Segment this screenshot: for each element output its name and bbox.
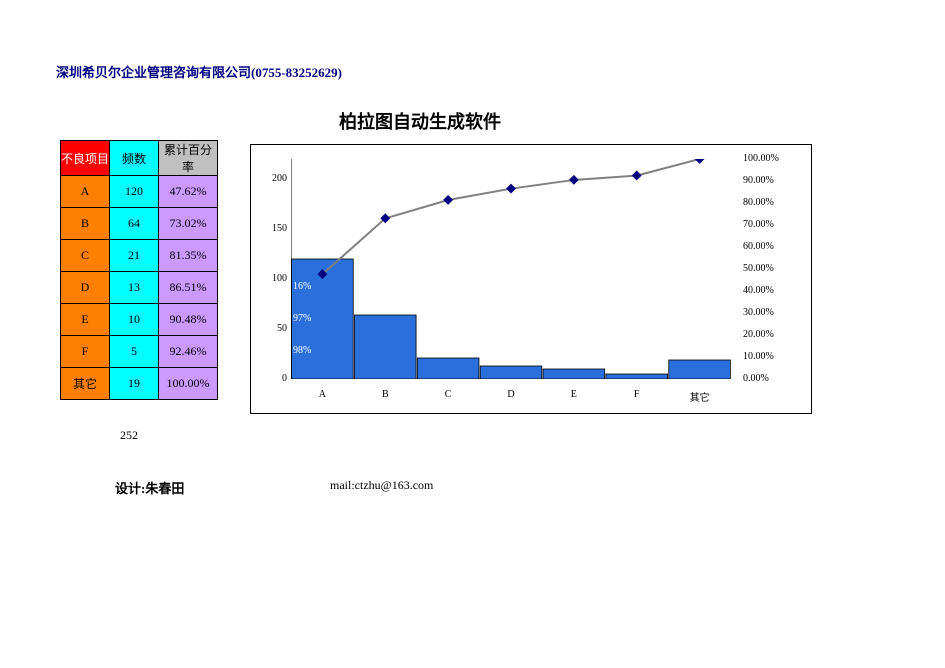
x-tick-label: A: [307, 389, 337, 400]
x-tick-label: F: [622, 389, 652, 400]
table-row: E1090.48%: [61, 304, 218, 336]
y1-tick-label: 100: [263, 273, 287, 284]
x-tick-label: B: [370, 389, 400, 400]
total-value: 252: [120, 428, 138, 443]
bar: [480, 366, 542, 379]
cell-pct: 86.51%: [159, 272, 218, 304]
x-tick-label: D: [496, 389, 526, 400]
bar: [606, 374, 668, 379]
cumulative-line: [322, 159, 699, 274]
y2-tick-label: 20.00%: [743, 329, 774, 340]
cell-item: B: [61, 208, 110, 240]
table-row: D1386.51%: [61, 272, 218, 304]
y2-tick-label: 100.00%: [743, 153, 779, 164]
y2-tick-label: 70.00%: [743, 219, 774, 230]
y2-tick-label: 40.00%: [743, 285, 774, 296]
mail-label: mail:ctzhu@163.com: [330, 478, 433, 493]
col-header-freq: 频数: [110, 141, 159, 176]
cell-freq: 21: [110, 240, 159, 272]
bar: [354, 315, 416, 379]
y2-tick-label: 30.00%: [743, 307, 774, 318]
table-header-row: 不良项目 频数 累计百分率: [61, 141, 218, 176]
designer-label: 设计:朱春田: [115, 478, 184, 497]
y1-tick-label: 150: [263, 223, 287, 234]
line-marker: [632, 171, 642, 181]
cell-freq: 19: [110, 368, 159, 400]
table-row: B6473.02%: [61, 208, 218, 240]
cell-pct: 47.62%: [159, 176, 218, 208]
y2-tick-label: 80.00%: [743, 197, 774, 208]
cell-item: C: [61, 240, 110, 272]
bar: [543, 369, 605, 379]
col-header-item: 不良项目: [61, 141, 110, 176]
cell-freq: 10: [110, 304, 159, 336]
chart-svg: 83% 16% 97% 98%: [291, 159, 731, 379]
pareto-chart: 83% 16% 97% 98% 0 50 100 150 200 0.00% 10.00% 20.…: [250, 144, 812, 414]
y2-tick-label: 0.00%: [743, 373, 769, 384]
col-header-pct: 累计百分率: [159, 141, 218, 176]
cell-item: E: [61, 304, 110, 336]
company-name: 深圳希贝尔企业管理咨询有限公司(0755-83252629): [56, 62, 342, 81]
x-tick-label: 其它: [685, 389, 715, 404]
y2-tick-label: 10.00%: [743, 351, 774, 362]
table-row: F592.46%: [61, 336, 218, 368]
y1-tick-label: 200: [263, 173, 287, 184]
bar: [417, 358, 479, 379]
bar-data-label: 97%: [293, 313, 311, 324]
table-row: A12047.62%: [61, 176, 218, 208]
cell-pct: 90.48%: [159, 304, 218, 336]
y1-tick-label: 50: [263, 323, 287, 334]
y2-tick-label: 90.00%: [743, 175, 774, 186]
table-row: 其它19100.00%: [61, 368, 218, 400]
cell-pct: 73.02%: [159, 208, 218, 240]
x-tick-label: C: [433, 389, 463, 400]
line-marker: [569, 175, 579, 185]
cell-pct: 92.46%: [159, 336, 218, 368]
cell-item: 其它: [61, 368, 110, 400]
chart-title: 柏拉图自动生成软件: [280, 108, 560, 134]
line-marker: [443, 195, 453, 205]
line-marker: [506, 184, 516, 194]
cell-freq: 120: [110, 176, 159, 208]
cell-item: D: [61, 272, 110, 304]
line-marker: [695, 159, 705, 164]
cell-item: A: [61, 176, 110, 208]
y2-tick-label: 50.00%: [743, 263, 774, 274]
bar-data-label: 83%: [293, 249, 311, 260]
cell-freq: 64: [110, 208, 159, 240]
bar-data-label: 16%: [293, 281, 311, 292]
cell-item: F: [61, 336, 110, 368]
table-row: C2181.35%: [61, 240, 218, 272]
cell-freq: 13: [110, 272, 159, 304]
data-table: 不良项目 频数 累计百分率 A12047.62%B6473.02%C2181.3…: [60, 140, 218, 400]
bar-data-label: 98%: [293, 345, 311, 356]
cell-freq: 5: [110, 336, 159, 368]
x-tick-label: E: [559, 389, 589, 400]
cell-pct: 81.35%: [159, 240, 218, 272]
cell-pct: 100.00%: [159, 368, 218, 400]
y1-tick-label: 0: [263, 373, 287, 384]
y2-tick-label: 60.00%: [743, 241, 774, 252]
bar: [669, 360, 731, 379]
